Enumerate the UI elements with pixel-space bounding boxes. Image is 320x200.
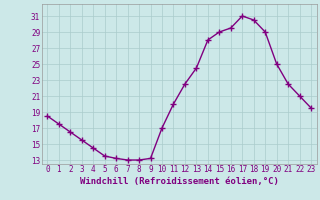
X-axis label: Windchill (Refroidissement éolien,°C): Windchill (Refroidissement éolien,°C) (80, 177, 279, 186)
